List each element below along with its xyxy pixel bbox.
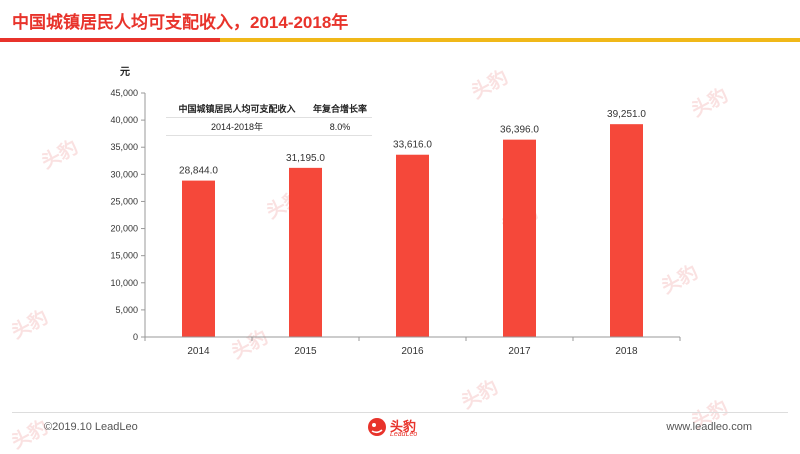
footer-divider xyxy=(12,412,788,413)
bar xyxy=(610,124,643,337)
logo-subtext: LeadLeo xyxy=(390,431,418,438)
bar xyxy=(396,154,429,337)
bar xyxy=(182,180,215,337)
y-axis-unit: 元 xyxy=(120,66,130,78)
y-tick-label: 20,000 xyxy=(110,224,138,234)
cagr-table-header: 中国城镇居民人均可支配收入 年复合增长率 xyxy=(166,100,372,118)
website-link[interactable]: www.leadleo.com xyxy=(666,421,752,433)
x-tick-label: 2018 xyxy=(615,346,638,357)
data-label: 36,396.0 xyxy=(500,125,539,136)
logo-text: 头豹 xyxy=(390,419,417,434)
y-tick-label: 30,000 xyxy=(110,169,138,179)
x-tick-label: 2014 xyxy=(187,346,210,357)
cagr-value: 8.0% xyxy=(329,121,351,132)
cagr-header-metric: 中国城镇居民人均可支配收入 xyxy=(178,104,296,114)
cagr-table-row: 2014-2018年 8.0% xyxy=(166,118,372,136)
title-underline-accent xyxy=(0,38,220,42)
title-underline xyxy=(0,38,800,42)
cagr-header-rate: 年复合增长率 xyxy=(312,104,367,114)
y-tick-label: 5,000 xyxy=(115,305,138,315)
y-tick-label: 45,000 xyxy=(110,88,138,98)
x-tick-label: 2016 xyxy=(401,346,424,357)
data-label: 28,844.0 xyxy=(179,166,218,177)
y-tick-label: 15,000 xyxy=(110,251,138,261)
bar xyxy=(289,167,322,337)
bar xyxy=(503,139,536,337)
x-tick-label: 2017 xyxy=(508,346,531,357)
y-tick-label: 25,000 xyxy=(110,196,138,206)
cagr-table: 中国城镇居民人均可支配收入 年复合增长率 2014-2018年 8.0% xyxy=(166,100,372,136)
x-tick-label: 2015 xyxy=(294,346,317,357)
data-label: 31,195.0 xyxy=(286,153,325,164)
data-label: 33,616.0 xyxy=(393,140,432,151)
y-tick-label: 35,000 xyxy=(110,142,138,152)
data-label: 39,251.0 xyxy=(607,109,646,120)
y-tick-label: 0 xyxy=(133,332,138,342)
page-title: 中国城镇居民人均可支配收入，2014-2018年 xyxy=(12,13,349,32)
y-tick-label: 10,000 xyxy=(110,278,138,288)
cagr-period: 2014-2018年 xyxy=(210,122,264,132)
leadleo-logo-icon xyxy=(368,418,386,436)
copyright-text: ©2019.10 LeadLeo xyxy=(44,421,138,433)
y-tick-label: 40,000 xyxy=(110,115,138,125)
